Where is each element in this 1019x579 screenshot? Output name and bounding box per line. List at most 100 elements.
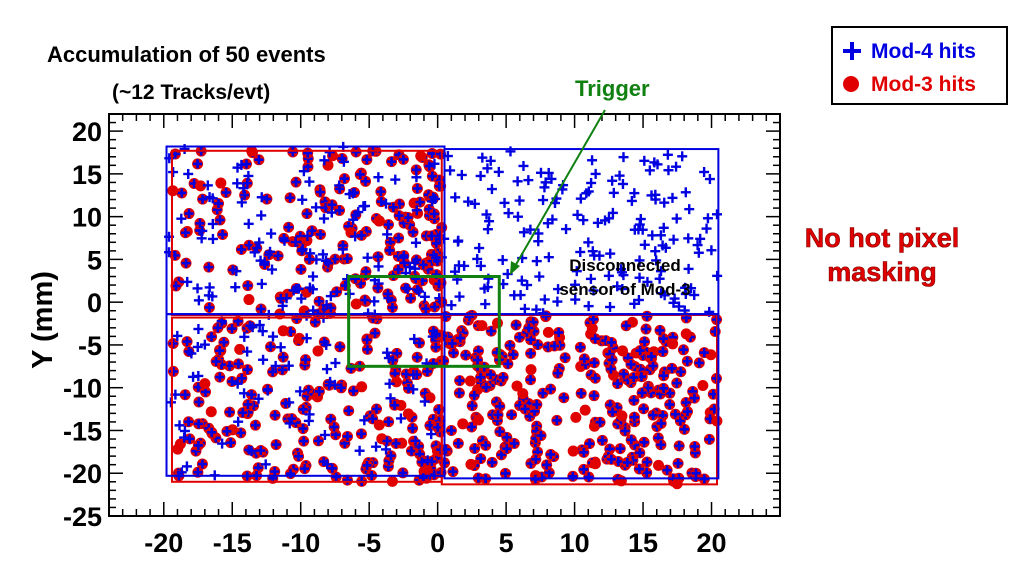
- mod4-hit-point: [614, 170, 625, 181]
- mod3-hit-point: [463, 311, 475, 323]
- mod4-hit-point: [617, 178, 628, 189]
- mod4-hit-point: [618, 270, 629, 281]
- mod3-hit-point: [464, 375, 476, 387]
- mod3-hit-point: [447, 347, 459, 359]
- mod3-hit-point: [249, 419, 261, 431]
- mod3-hit-point: [426, 230, 438, 242]
- mod4-hit-point: [359, 415, 370, 426]
- y-axis-label: Y (mm): [27, 271, 59, 369]
- mod4-hit-point: [603, 270, 614, 281]
- mod4-hit-point: [402, 283, 413, 294]
- mod4-hit-point: [207, 233, 218, 244]
- mod3-hit-point: [614, 443, 626, 455]
- mod4-hit-point: [193, 324, 204, 335]
- mod4-hit-point: [398, 252, 409, 263]
- mod3-hit-point: [640, 323, 652, 335]
- plot-frame: [108, 113, 781, 517]
- mod3-hit-point: [386, 156, 398, 168]
- mod4-hit-point: [689, 290, 700, 301]
- mod3-hit-point: [255, 445, 267, 457]
- mod4-hit-point: [655, 230, 666, 241]
- mod3-hit-point: [232, 358, 244, 370]
- mod3-hit-point: [551, 414, 563, 426]
- disconnected-label-line1: Disconnected: [569, 256, 680, 275]
- mod4-hit-point: [706, 245, 717, 256]
- mod4-hit-point: [232, 162, 243, 173]
- mod3-hit-point: [328, 421, 340, 433]
- mod3-hit-point: [341, 253, 353, 265]
- mod3-hit-point: [698, 347, 710, 359]
- mod3-hit-point: [299, 463, 311, 475]
- mod4-hit-point: [533, 228, 544, 239]
- mod3-hit-point: [347, 385, 359, 397]
- mod3-hit-point: [645, 351, 657, 363]
- mod3-hit-point: [276, 364, 288, 376]
- mod4-hit-point: [302, 230, 313, 241]
- mod4-hit-point: [586, 177, 597, 188]
- mod3-hit-point: [397, 153, 409, 165]
- mod3-hit-point: [302, 147, 314, 159]
- axis-ticks: [108, 113, 781, 517]
- mod4-hit-point: [362, 252, 373, 263]
- mod4-hit-point: [652, 159, 663, 170]
- mod4-hit-point: [543, 167, 554, 178]
- mod3-hit-point: [195, 180, 207, 192]
- y-tick-label: -5: [78, 331, 102, 361]
- mod3-hit-point: [475, 453, 487, 465]
- mod4-hit-point: [338, 156, 349, 167]
- mod3-hit-point: [628, 371, 640, 383]
- mod3-hit-point: [300, 354, 312, 366]
- mod4-hit-point: [588, 285, 599, 296]
- mod4-hit-point: [238, 183, 249, 194]
- mod3-hit-point: [295, 263, 307, 275]
- mod4-hit-point: [583, 301, 594, 312]
- mod4-hit-point: [655, 266, 666, 277]
- mod3-hit-point: [617, 345, 629, 357]
- mod4-hit-point: [284, 418, 295, 429]
- mod3-hit-point: [612, 378, 624, 390]
- mod3-hit-point: [457, 418, 469, 430]
- y-tick-label: 5: [87, 245, 102, 275]
- mod3-hit-point: [381, 435, 393, 447]
- mod4-hit-point: [199, 339, 210, 350]
- mod3-hit-point: [480, 381, 492, 393]
- chart-subtitle: (~12 Tracks/evt): [112, 81, 270, 104]
- mod3-hit-point: [361, 334, 373, 346]
- mod4-hit-point: [182, 276, 193, 287]
- mod4-hit-point: [207, 218, 218, 229]
- mod3-hit-point: [636, 387, 648, 399]
- mod3-hit-point: [384, 244, 396, 256]
- mod3-hit-point: [647, 409, 659, 421]
- mod3-hit-point: [621, 457, 633, 469]
- mod4-hit-point: [325, 376, 336, 387]
- mod4-hit-point: [183, 168, 194, 179]
- mod3-hit-point: [255, 303, 267, 315]
- mod3-hit-point: [309, 316, 321, 328]
- mod4-hit-point: [695, 233, 706, 244]
- mod3-hit-point: [678, 423, 690, 435]
- mod3-hit-point: [285, 468, 297, 480]
- mod3-hit-point: [616, 410, 628, 422]
- mod3-hit-point: [314, 186, 326, 198]
- mod4-hit-point: [538, 195, 549, 206]
- mod3-hit-point: [360, 266, 372, 278]
- mod4-hit-point: [311, 254, 322, 265]
- y-tick-label: 10: [72, 203, 102, 233]
- mod3-hit-point: [519, 403, 531, 415]
- mod3-hit-point: [605, 336, 617, 348]
- mod3-hit-point: [647, 360, 659, 372]
- mod3-hit-point: [180, 257, 192, 269]
- mod4-hit-point: [243, 170, 254, 181]
- mod3-hit-point: [530, 453, 542, 465]
- mod3-hit-point: [420, 303, 432, 315]
- mod4-hit-point: [518, 160, 529, 171]
- mod4-hit-point: [188, 371, 199, 382]
- mod3-hit-point: [293, 450, 305, 462]
- mod4-hit-point: [578, 215, 589, 226]
- mod4-hit-point: [317, 249, 328, 260]
- mod3-hit-point: [343, 405, 355, 417]
- mod3-hit-point: [334, 341, 346, 353]
- legend-cross-marker: [843, 42, 861, 60]
- mod4-hit-point: [202, 180, 213, 191]
